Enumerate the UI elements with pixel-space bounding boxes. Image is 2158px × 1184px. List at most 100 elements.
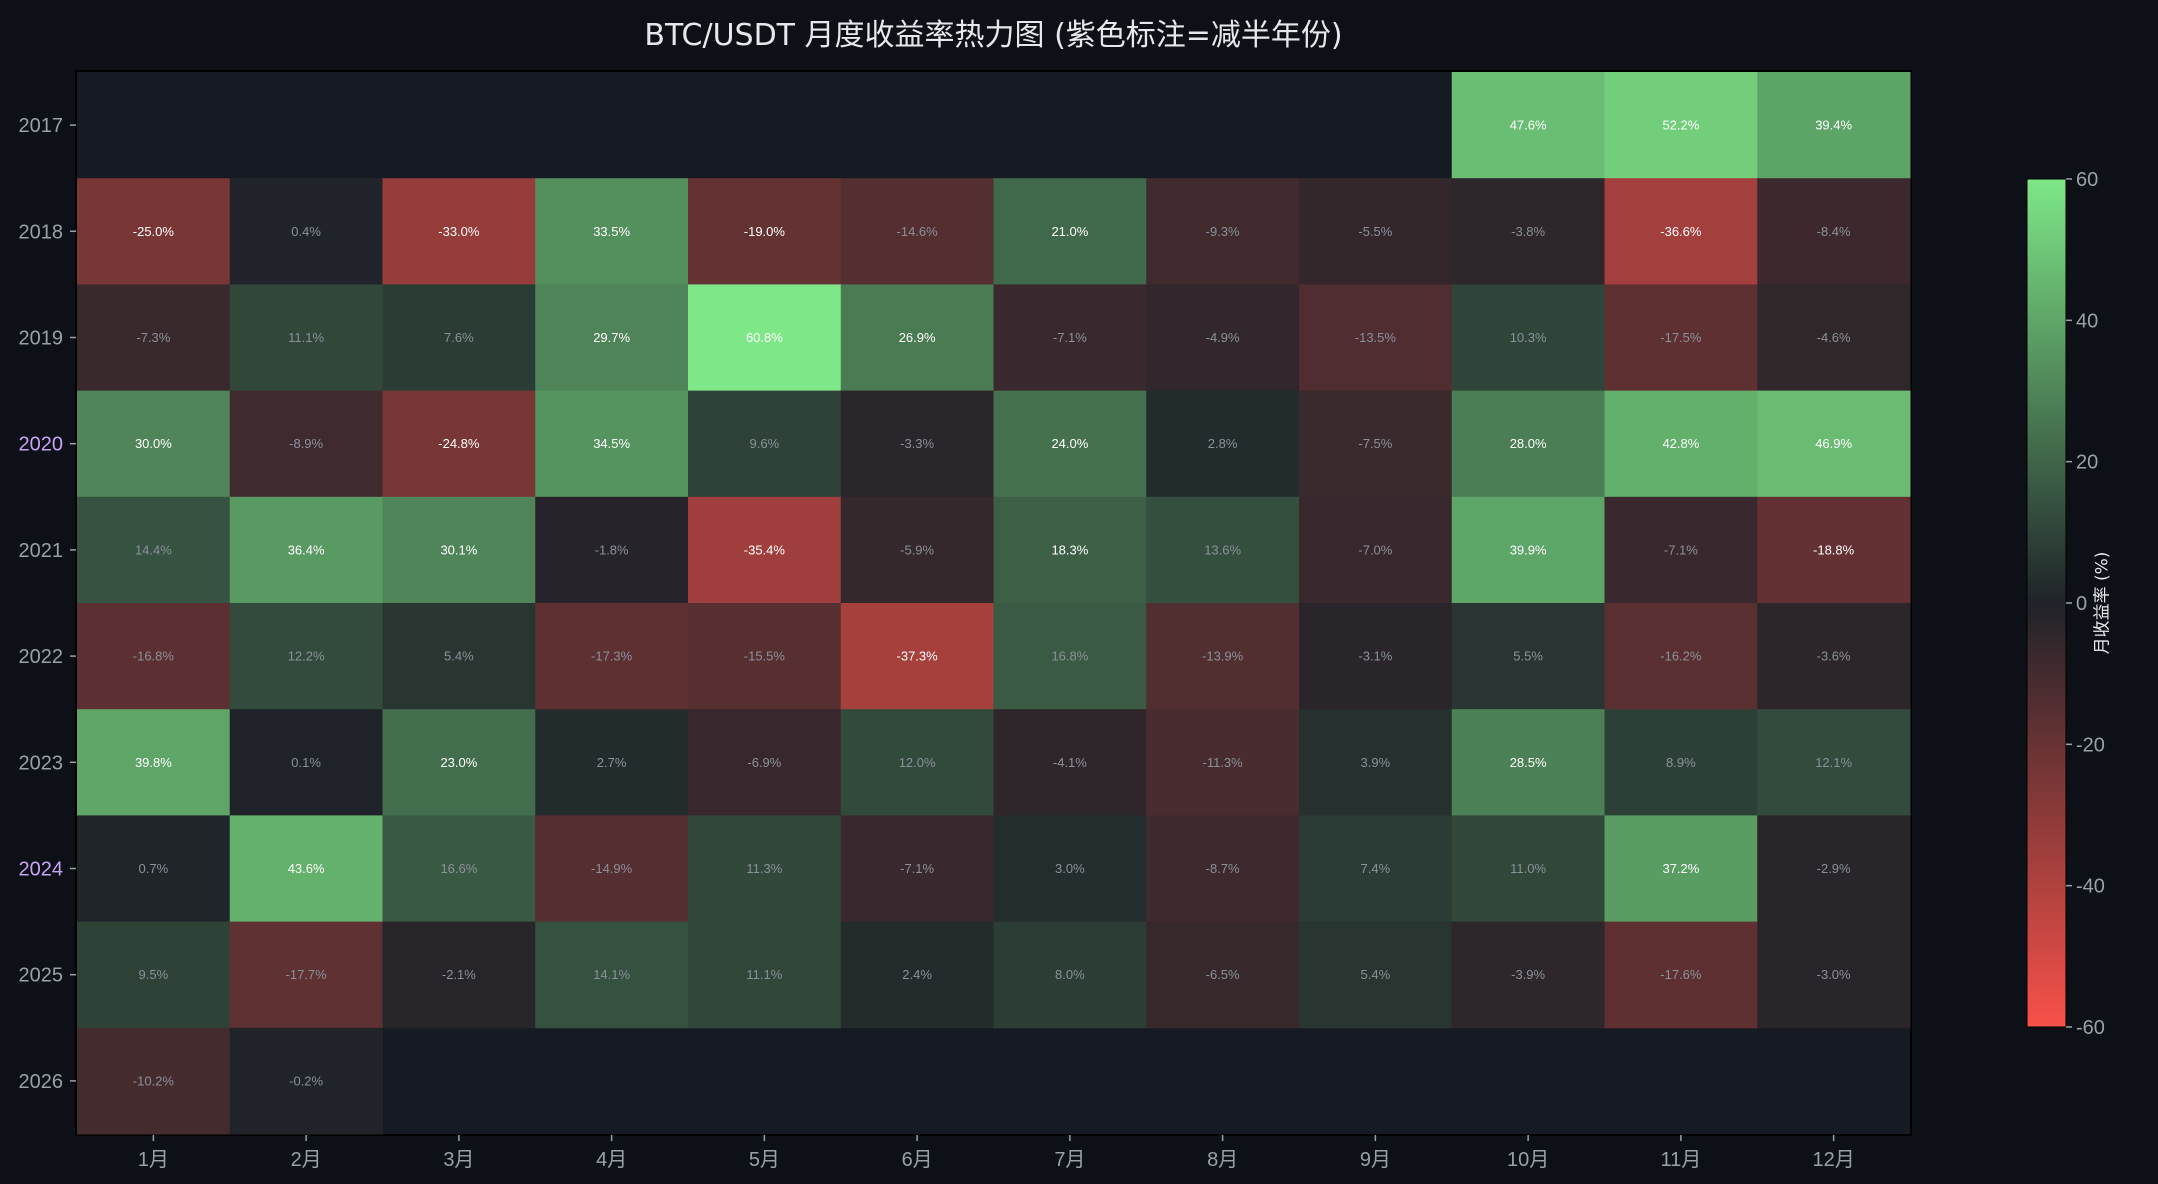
heatmap-cell (1299, 390, 1453, 498)
cell-value-label: 39.8% (135, 755, 172, 770)
cell-value-label: -14.6% (897, 224, 939, 239)
cell-value-label: -2.1% (442, 967, 476, 982)
heatmap-cell (840, 921, 994, 1029)
colorbar-tick-label: -40 (2076, 876, 2105, 898)
heatmap-cell (77, 1027, 231, 1135)
cell-value-label: 43.6% (288, 861, 325, 876)
cell-value-label: 9.6% (750, 436, 780, 451)
cell-value-label: -36.6% (1660, 224, 1702, 239)
cell-value-label: -3.6% (1817, 649, 1851, 664)
heatmap-cell (535, 496, 689, 604)
heatmap-cell (1146, 496, 1300, 604)
cell-value-label: 11.3% (746, 861, 782, 876)
heatmap-cell (840, 390, 994, 498)
heatmap-cell (382, 496, 536, 604)
cell-value-label: 9.5% (139, 967, 169, 982)
heatmap-cell (1604, 603, 1758, 710)
cell-value-label: -13.9% (1202, 649, 1244, 664)
heatmap-cell (1757, 72, 1911, 179)
cell-value-label: 14.4% (135, 542, 172, 557)
heatmap-cell (688, 178, 842, 285)
y-tick-label: 2022 (19, 646, 64, 668)
cell-value-label: -3.3% (900, 436, 934, 451)
heatmap-cell (77, 709, 231, 816)
heatmap-cell (993, 390, 1147, 498)
cell-value-label: 8.9% (1666, 755, 1696, 770)
colorbar-tick-label: 20 (2076, 452, 2098, 474)
heatmap-cell (382, 284, 536, 392)
cell-value-label: -6.5% (1206, 967, 1240, 982)
cell-value-label: -13.5% (1355, 330, 1397, 345)
heatmap-cell (535, 178, 689, 285)
cell-value-label: 60.8% (746, 330, 783, 345)
heatmap-cell (993, 284, 1147, 392)
cell-value-label: -3.8% (1511, 224, 1545, 239)
cell-value-label: 0.7% (139, 861, 169, 876)
y-tick-label: 2020 (19, 434, 64, 456)
heatmap-cell (77, 921, 231, 1029)
cell-value-label: -0.2% (289, 1073, 323, 1088)
cell-value-label: 11.1% (288, 330, 324, 345)
heatmap-cell (229, 921, 383, 1029)
heatmap-cell (77, 284, 231, 392)
heatmap-cell (1146, 709, 1300, 816)
cell-value-label: -3.0% (1817, 967, 1851, 982)
colorbar-tick-label: -60 (2076, 1017, 2105, 1039)
heatmap-cell (229, 284, 383, 392)
heatmap-cell (1757, 603, 1911, 710)
cell-value-label: 42.8% (1662, 436, 1699, 451)
cell-value-label: -9.3% (1206, 224, 1240, 239)
heatmap-cell (229, 1027, 383, 1135)
heatmap-cell (77, 178, 231, 285)
cell-value-label: -1.8% (595, 542, 629, 557)
heatmap-cell (840, 496, 994, 604)
heatmap-cell (993, 496, 1147, 604)
cell-value-label: 0.4% (291, 224, 321, 239)
heatmap-cell (1299, 815, 1453, 923)
colorbar-tick-label: -20 (2076, 734, 2105, 756)
y-tick-label: 2019 (19, 328, 64, 350)
colorbar-tick-label: 60 (2076, 169, 2098, 191)
y-tick-label: 2026 (19, 1071, 64, 1093)
heatmap-cell (1451, 390, 1605, 498)
heatmap-cell (229, 178, 383, 285)
cell-value-label: 36.4% (288, 542, 325, 557)
heatmap-cell (77, 390, 231, 498)
cell-value-label: -7.1% (1053, 330, 1087, 345)
heatmap-cell (535, 390, 689, 498)
cell-value-label: -5.9% (900, 542, 934, 557)
heatmap-cell (382, 390, 536, 498)
cell-value-label: 7.6% (444, 330, 474, 345)
y-tick-label: 2021 (19, 540, 64, 562)
x-tick-label: 2月 (291, 1149, 322, 1171)
cell-value-label: -2.9% (1817, 861, 1851, 876)
heatmap-cell (688, 709, 842, 816)
heatmap-cell (993, 921, 1147, 1029)
cell-value-label: 52.2% (1662, 118, 1699, 133)
heatmap-cell (382, 603, 536, 710)
x-tick-label: 9月 (1360, 1149, 1391, 1171)
cell-value-label: 5.4% (1361, 967, 1391, 982)
heatmap-cell (1299, 603, 1453, 710)
heatmap-cell (1757, 921, 1911, 1029)
heatmap-cell (382, 815, 536, 923)
cell-value-label: 11.0% (1510, 861, 1546, 876)
cell-value-label: -35.4% (744, 542, 786, 557)
cell-value-label: 29.7% (593, 330, 630, 345)
heatmap-cell (1451, 178, 1605, 285)
heatmap-cell (1451, 921, 1605, 1029)
heatmap-cell (1757, 815, 1911, 923)
heatmap-cell (1604, 178, 1758, 285)
cell-value-label: 10.3% (1510, 330, 1547, 345)
cell-value-label: 34.5% (593, 436, 630, 451)
cell-value-label: -17.6% (1660, 967, 1702, 982)
heatmap-cell (1604, 921, 1758, 1029)
heatmap-cell (1757, 496, 1911, 604)
heatmap-cell (229, 815, 383, 923)
cell-value-label: 18.3% (1051, 542, 1088, 557)
cell-value-label: 5.4% (444, 649, 474, 664)
cell-value-label: 37.2% (1662, 861, 1699, 876)
heatmap-cell (1146, 178, 1300, 285)
y-tick-label: 2017 (19, 115, 64, 137)
